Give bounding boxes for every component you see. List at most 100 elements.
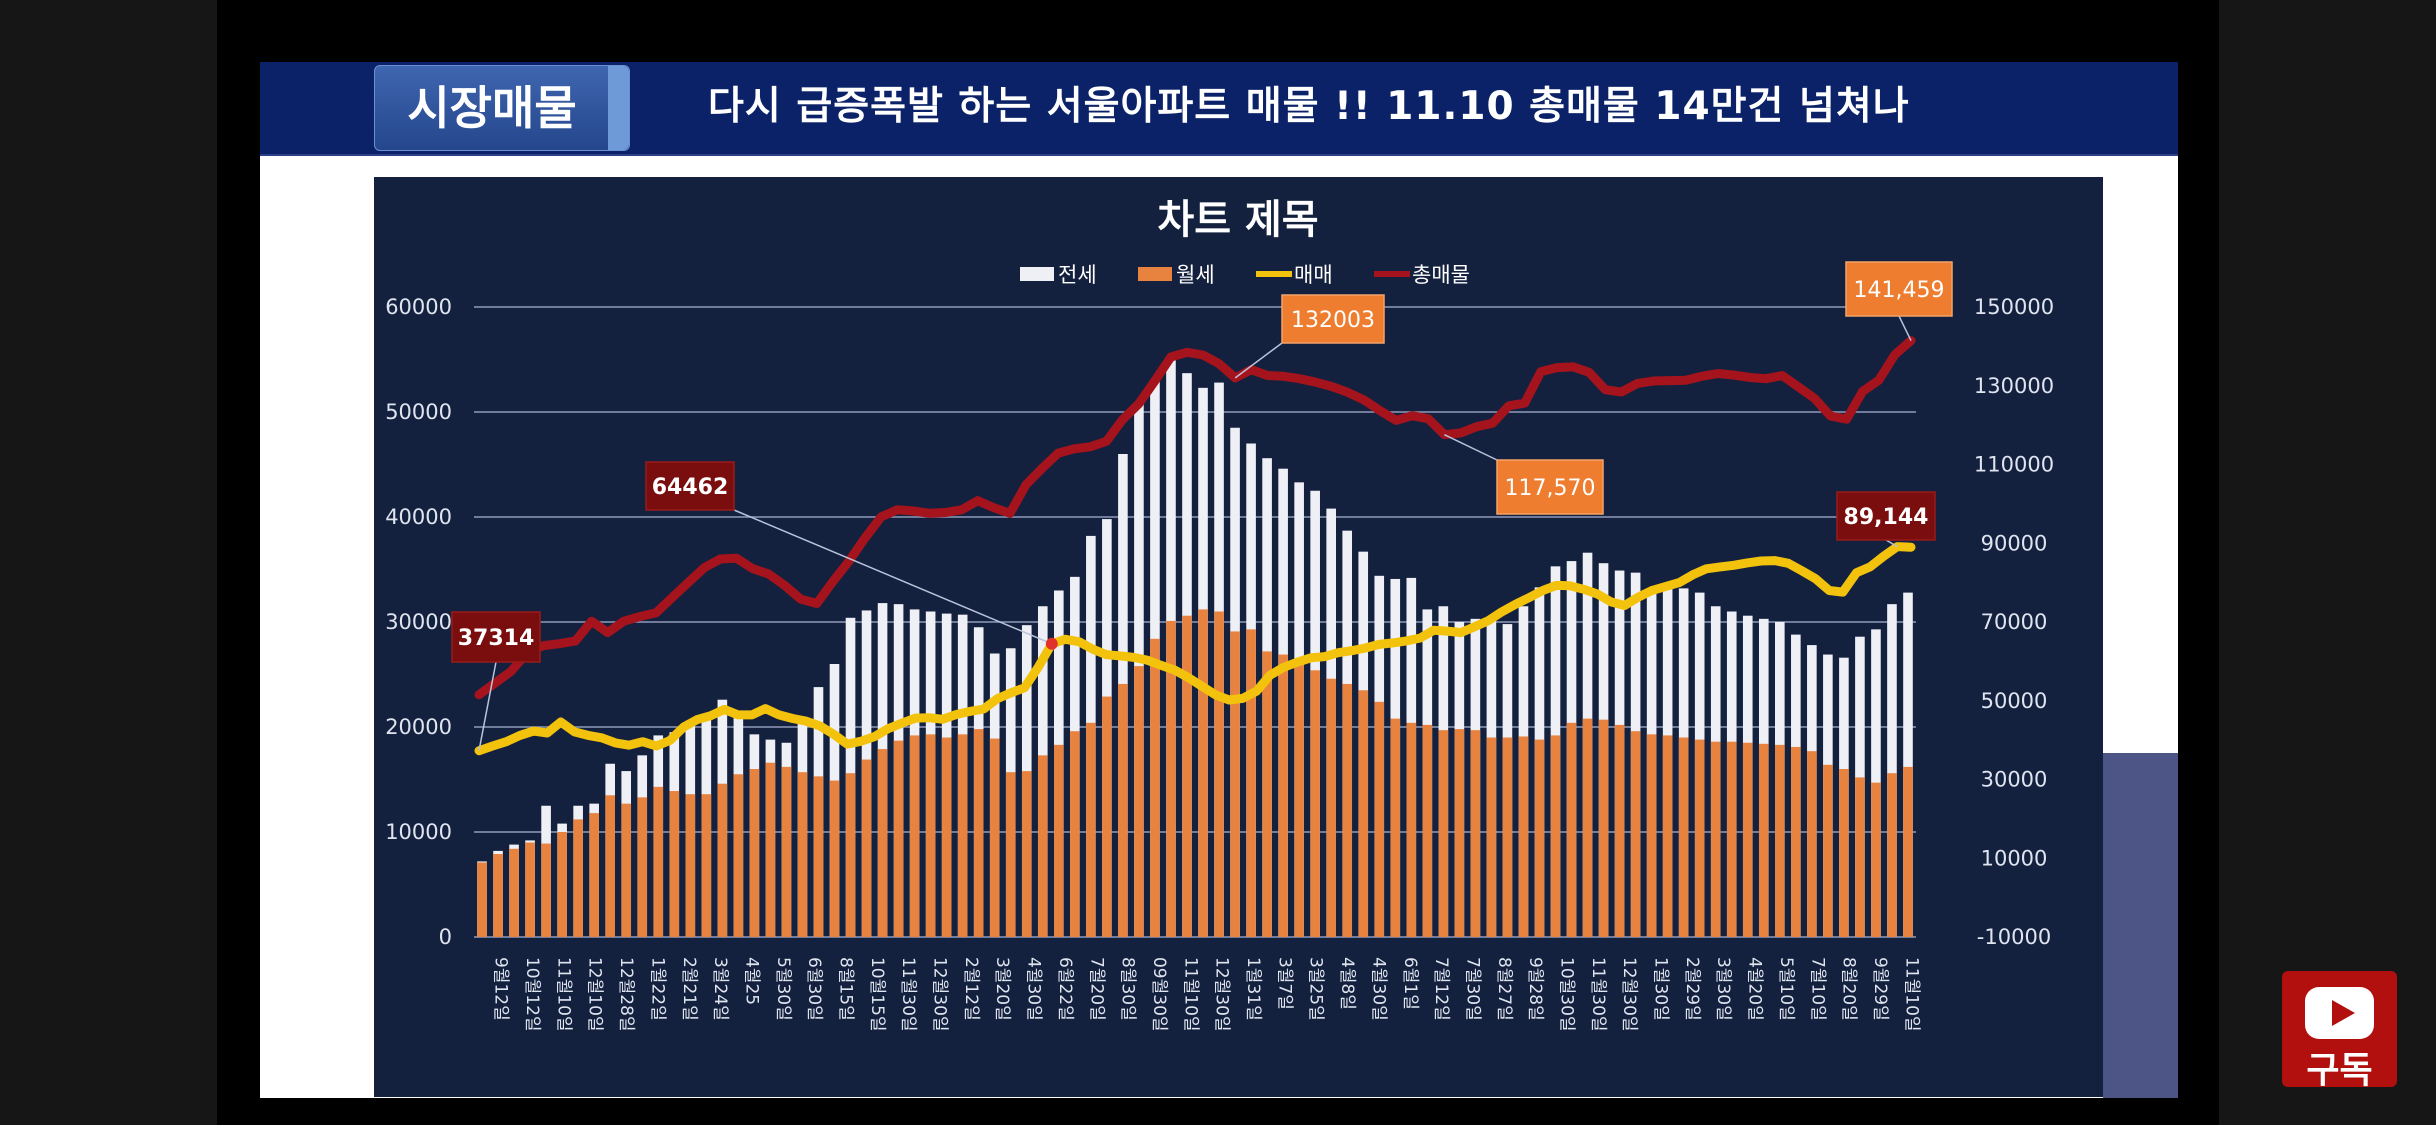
x-axis-label: 12월28일	[616, 957, 636, 1032]
right-axis: -10000 10000 30000 50000 70000 90000 110000 130…	[1974, 295, 2054, 949]
wolse-bar	[909, 735, 920, 937]
series-total-line	[474, 336, 1916, 700]
wolse-bar	[717, 783, 728, 937]
x-axis-label: 3월24일	[710, 957, 730, 1021]
x-axis-label: 5월30일	[773, 957, 793, 1021]
x-axis-label: 8월27일	[1494, 957, 1514, 1021]
wolse-bar	[1839, 769, 1849, 937]
x-axis-label: 9월28일	[1525, 957, 1545, 1021]
wolse-bar	[1342, 683, 1353, 937]
legend-label: 전세	[1058, 263, 1097, 287]
wolse-bar	[797, 772, 808, 937]
wolse-bar	[573, 819, 583, 937]
legend-swatch	[1138, 267, 1172, 281]
x-axis-label: 6월30일	[804, 957, 824, 1021]
wolse-bar	[621, 803, 632, 937]
wolse-bar	[749, 769, 760, 937]
wolse-bar	[1775, 744, 1785, 937]
wolse-bar	[1422, 724, 1433, 937]
wolse-bar	[1566, 722, 1577, 937]
callout-box	[451, 611, 541, 663]
subscribe-button[interactable]: 구독	[2282, 971, 2397, 1091]
wolse-bar	[1887, 773, 1897, 937]
section-tag-label: 시장매물	[407, 81, 577, 135]
subscribe-label: 구독	[2306, 1050, 2373, 1091]
x-axis-label: 9월29일	[1870, 957, 1890, 1021]
wolse-bar	[653, 786, 664, 937]
callout-box	[1836, 491, 1936, 541]
x-axis-label: 12월10일	[585, 957, 605, 1032]
wolse-bar	[989, 738, 1000, 937]
x-axis-label: 4월30일	[1024, 957, 1044, 1021]
x-axis-label: 8월20일	[1839, 957, 1859, 1021]
wolse-bar	[925, 734, 936, 937]
wolse-bar	[813, 776, 824, 937]
wolse-bar	[1758, 743, 1769, 937]
total-line	[474, 336, 1916, 700]
wolse-bar	[1054, 744, 1064, 937]
wolse-bar	[1582, 718, 1593, 937]
wolse-bar	[957, 734, 968, 937]
x-axis-label: 8월15일	[836, 957, 856, 1021]
side-panel-block	[2103, 753, 2178, 1098]
wolse-bar	[1070, 731, 1080, 937]
callout-leader	[733, 509, 1053, 645]
left-axis-tick: 60000	[385, 295, 452, 319]
right-axis-tick: 110000	[1974, 453, 2054, 477]
headline: 다시 급증폭발 하는 서울아파트 매물 !! 11.10 총매물 14만건 넘쳐…	[708, 84, 1910, 129]
maemae-line	[474, 542, 1916, 756]
wolse-bar	[1502, 737, 1513, 937]
right-axis-tick: 130000	[1974, 374, 2054, 398]
section-tag-accent	[608, 66, 629, 150]
x-axis-label: 6월22일	[1055, 957, 1075, 1021]
wolse-bar	[1310, 670, 1320, 937]
wolse-bar	[733, 774, 744, 937]
wolse-bar	[1246, 629, 1256, 937]
wolse-bar	[1726, 741, 1737, 937]
wolse-bar	[589, 813, 599, 937]
wolse-bar	[1678, 737, 1689, 937]
wolse-bar	[845, 773, 856, 937]
wolse-bar	[1871, 782, 1881, 937]
wolse-bar	[1710, 741, 1721, 937]
callout-label: 37314	[458, 626, 535, 651]
gridlines	[474, 306, 1916, 938]
x-axis-label: 1월22일	[647, 957, 667, 1021]
legend-swatch	[1020, 267, 1054, 281]
wolse-bar	[1807, 751, 1817, 937]
x-axis-label: 4월8일	[1337, 957, 1357, 1010]
x-axis-label: 3월7일	[1274, 957, 1294, 1010]
jeonse-bar	[1887, 604, 1897, 937]
callout-leader	[1898, 315, 1912, 341]
x-axis-label: 11월10일	[553, 957, 573, 1032]
wolse-bar	[1134, 666, 1144, 937]
callout-box	[1496, 459, 1604, 515]
wolse-bar	[1214, 611, 1224, 937]
wolse-bar	[685, 794, 696, 937]
callout-leader	[478, 661, 497, 751]
wolse-bar	[973, 729, 984, 937]
right-axis-tick: 90000	[1981, 531, 2048, 555]
wolse-bar	[1182, 615, 1192, 937]
jeonse-bar	[1903, 592, 1913, 937]
wolse-bar	[1118, 683, 1128, 937]
wolse-bar	[1230, 631, 1240, 937]
callout-label: 64462	[652, 475, 729, 500]
x-axis-label: 9월12일	[491, 957, 511, 1021]
x-axis-label: 12월30일	[1619, 957, 1639, 1032]
callout-label: 141,459	[1854, 278, 1945, 303]
wolse-bar	[1662, 735, 1673, 937]
x-axis-label: 7월12일	[1431, 957, 1451, 1021]
wolse-bar	[1198, 609, 1208, 937]
wolse-bar	[1694, 739, 1705, 937]
wolse-bar	[1630, 731, 1641, 937]
x-axis-label: 4월30일	[1368, 957, 1388, 1021]
wolse-bar	[605, 795, 615, 937]
callout-leader	[1234, 342, 1283, 379]
callout-label: 117,570	[1505, 476, 1596, 501]
x-axis-label: 11월10일	[1901, 957, 1921, 1032]
chart: 차트 제목 전세 월세 매매 총매물 0 10000 20000 30000 40000 500…	[385, 197, 2054, 1032]
x-axis-label: 7월30일	[1462, 957, 1482, 1021]
data-point-marker	[1045, 637, 1058, 650]
x-axis-label: 4월20일	[1745, 957, 1765, 1021]
